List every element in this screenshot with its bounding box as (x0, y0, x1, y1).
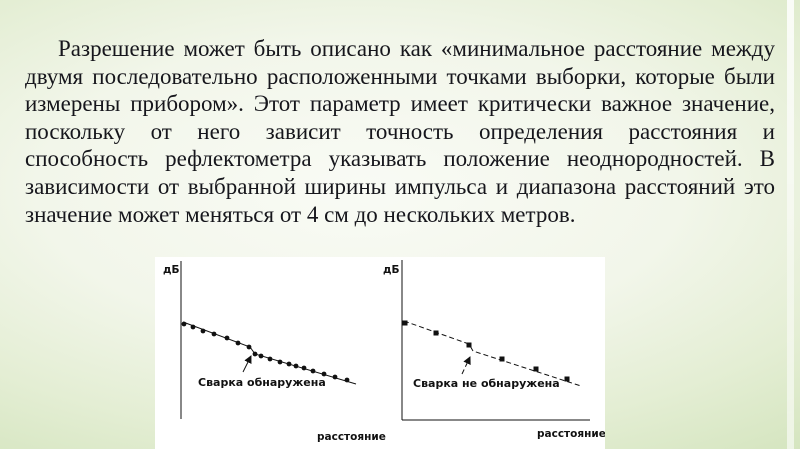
paragraph-line: Разрешение может быть описано как «миним… (58, 36, 775, 61)
paragraph-line: зависимости от выбранной ширины импульса… (25, 173, 775, 199)
x-axis-label: расстояние (317, 431, 386, 443)
right-edge-highlight (787, 0, 794, 449)
otdr-charts-figure: дБ расстояние Сварка обнаружена дБ расст… (163, 260, 605, 443)
data-point (277, 359, 283, 365)
data-point (321, 371, 327, 377)
paragraph-line: двумя последовательно расположенными точ… (25, 63, 775, 89)
chart-weld-not-detected: дБ расстояние Сварка не обнаружена (383, 260, 605, 440)
data-point (301, 365, 307, 371)
chart-weld-detected: дБ расстояние Сварка обнаружена (163, 261, 386, 443)
data-point (224, 335, 230, 341)
data-point (293, 363, 299, 369)
chart-plot-area (180, 261, 357, 419)
y-axis-label: дБ (383, 264, 399, 276)
paragraph-line: поскольку от него зависит точность опред… (25, 118, 775, 144)
data-point (499, 356, 505, 362)
data-point (246, 344, 252, 350)
data-point (332, 374, 338, 380)
data-point (344, 377, 350, 383)
data-point (190, 324, 196, 330)
data-point (258, 353, 264, 359)
data-point (310, 368, 316, 374)
data-point (433, 330, 439, 336)
paragraph-line: измерены прибором». Этот параметр имеет … (25, 91, 775, 117)
charts-panel: дБ расстояние Сварка обнаружена дБ расст… (155, 257, 605, 449)
data-point (533, 366, 539, 372)
data-point (402, 320, 408, 326)
body-paragraph: Разрешение может быть описано как «миним… (25, 35, 775, 228)
data-point (286, 361, 292, 367)
annotation-arrow (461, 356, 471, 375)
trace (182, 321, 357, 385)
data-point (235, 340, 241, 346)
data-point (466, 342, 472, 348)
data-point (181, 321, 187, 327)
x-axis-label: расстояние (537, 428, 605, 440)
data-point (564, 376, 570, 382)
annotation-weld-not-detected: Сварка не обнаружена (413, 377, 560, 390)
data-point (211, 331, 217, 337)
data-point (200, 328, 206, 334)
annotation-arrow (242, 355, 252, 373)
paragraph-line: способность рефлектометра указывать поло… (25, 146, 775, 172)
data-point (267, 356, 273, 362)
paragraph-line: значение может меняться от 4 см до неско… (25, 201, 576, 227)
annotation-weld-detected: Сварка обнаружена (198, 376, 326, 389)
y-axis-label: дБ (163, 264, 179, 276)
data-point (252, 351, 258, 357)
chart-plot-area (401, 260, 590, 421)
